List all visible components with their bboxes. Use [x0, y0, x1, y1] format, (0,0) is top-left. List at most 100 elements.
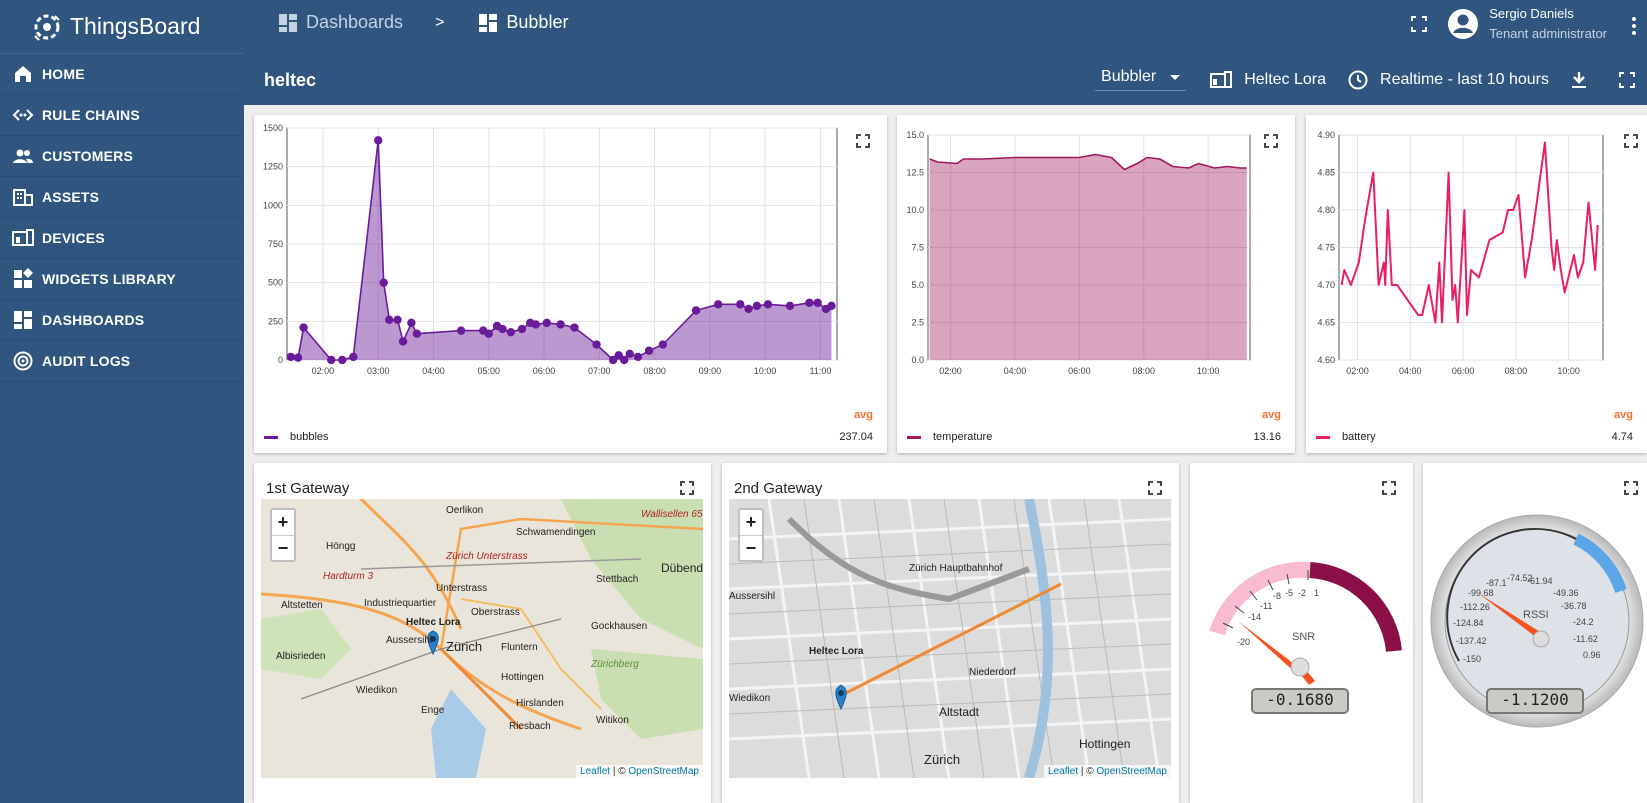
zoom-out-button[interactable]: − [740, 535, 762, 560]
data-point [633, 352, 643, 362]
logo[interactable]: ThingsBoard [0, 0, 244, 54]
data-point [785, 301, 795, 311]
data-point [293, 353, 303, 362]
x-tick-label: 08:00 [643, 366, 666, 376]
widget-fullscreen-icon[interactable] [1263, 133, 1279, 149]
legend-avg-header: avg [854, 409, 873, 421]
data-point [385, 315, 394, 324]
entity-alias-label: Heltec Lora [1244, 70, 1327, 88]
battery-legend: avg battery 4.74 [1316, 409, 1633, 443]
data-point [327, 355, 336, 365]
gateway2-map[interactable]: Zürich Hauptbahnhof Niederdorf Altstadt … [729, 499, 1171, 778]
data-point [484, 329, 493, 338]
legend-series[interactable]: bubbles [264, 431, 329, 443]
dashboard-icon [479, 13, 498, 32]
breadcrumb-dashboards[interactable]: Dashboards [278, 12, 403, 33]
state-select[interactable]: Bubbler [1095, 68, 1187, 91]
map-attribution: Leaflet | © OpenStreetMap [576, 765, 703, 778]
dashboard-fullscreen-icon[interactable] [1619, 71, 1635, 88]
y-tick-label: 4.90 [1317, 130, 1335, 140]
x-tick-label: 10:00 [1197, 366, 1220, 376]
widget-fullscreen-icon[interactable] [1623, 480, 1639, 496]
temperature-legend: avg temperature 13.16 [907, 409, 1281, 443]
gauge-tick: 1 [1314, 588, 1319, 598]
x-tick-label: 10:00 [754, 366, 777, 376]
osm-link[interactable]: OpenStreetMap [1096, 766, 1167, 777]
sidebar-item-label: RULE CHAINS [42, 107, 140, 123]
data-point [752, 301, 762, 311]
sidebar-item-dashboards[interactable]: DASHBOARDS [0, 300, 244, 341]
widget-fullscreen-icon[interactable] [1147, 480, 1163, 496]
x-tick-label: 02:00 [312, 366, 335, 376]
sidebar-item-assets[interactable]: ASSETS [0, 177, 244, 218]
data-point [625, 349, 634, 359]
sidebar-item-widgets-library[interactable]: WIDGETS LIBRARY [0, 259, 244, 300]
leaflet-link[interactable]: Leaflet [1048, 766, 1079, 777]
timewindow[interactable]: Realtime - last 10 hours [1348, 70, 1549, 90]
x-tick-label: 08:00 [1132, 366, 1155, 376]
sidebar-item-audit-logs[interactable]: AUDIT LOGS [0, 341, 244, 382]
download-icon[interactable] [1571, 71, 1587, 89]
data-point [813, 298, 822, 307]
sidebar-item-customers[interactable]: CUSTOMERS [0, 136, 244, 177]
y-tick-label: 1250 [263, 162, 283, 172]
zoom-in-button[interactable]: + [277, 512, 289, 532]
user-menu[interactable]: Sergio Daniels Tenant administrator [1447, 6, 1607, 41]
series-area [929, 154, 1247, 360]
osm-link[interactable]: OpenStreetMap [628, 766, 699, 777]
bubbles-chart-widget: 0 250 500 750 1000 1250 1500 02:00 03:00 04:00 05:… [254, 115, 887, 453]
x-tick-label: 08:00 [1505, 366, 1528, 376]
sidebar-item-home[interactable]: HOME [0, 54, 244, 95]
breadcrumb: Dashboards > Bubbler [278, 12, 568, 33]
more-vert-icon[interactable] [1631, 16, 1637, 36]
sidebar-item-devices[interactable]: DEVICES [0, 218, 244, 259]
entity-alias-select[interactable]: Heltec Lora [1210, 70, 1327, 89]
zoom-in-button[interactable]: + [745, 512, 757, 532]
gauge-tick: -74.52 [1507, 573, 1533, 583]
y-tick-label: 1000 [263, 200, 283, 210]
leaflet-link[interactable]: Leaflet [580, 766, 611, 777]
gauge-tick: -49.36 [1553, 588, 1579, 598]
sidebar-item-rule-chains[interactable]: RULE CHAINS [0, 95, 244, 136]
map-place-label: Schwamendingen [516, 527, 596, 538]
x-tick-label: 11:00 [809, 366, 831, 376]
data-point [349, 352, 358, 362]
y-tick-label: 0.0 [911, 355, 924, 365]
breadcrumb-dashboards-label: Dashboards [306, 12, 404, 32]
gateway1-map[interactable]: Oerlikon Schwamendingen Höngg Walliselle… [261, 499, 703, 778]
gauge-tick: -150 [1463, 654, 1481, 664]
map-place-label: Hottingen [1079, 737, 1131, 751]
map-tiles [729, 499, 1171, 778]
map-place-label: Enge [421, 705, 445, 716]
y-tick-label: 4.75 [1317, 243, 1335, 253]
map-place-label: Aussersihl [386, 635, 433, 646]
snr-value-display: -0.1680 [1251, 688, 1349, 714]
y-tick-label: 12.5 [906, 168, 924, 178]
map-attribution: Leaflet | © OpenStreetMap [1044, 765, 1171, 778]
legend-series[interactable]: temperature [907, 431, 992, 443]
widget-fullscreen-icon[interactable] [855, 133, 871, 149]
data-point [506, 327, 516, 337]
fullscreen-icon[interactable] [1411, 16, 1427, 32]
dashboard-toolbar: heltec Bubbler Heltec Lora Realtime - la… [244, 54, 1647, 105]
data-point [827, 301, 836, 311]
data-point [644, 346, 654, 355]
widget-fullscreen-icon[interactable] [679, 480, 695, 496]
widget-title: 2nd Gateway [734, 480, 823, 497]
data-point [658, 340, 668, 349]
map-zoom-control: + − [270, 508, 296, 562]
legend-series[interactable]: battery [1316, 431, 1376, 443]
sidebar-menu: HOME RULE CHAINS CUSTOMERS ASSETS DEVICES WID… [0, 54, 244, 382]
x-tick-label: 06:00 [1068, 366, 1091, 376]
gauge-tick: -2 [1298, 588, 1306, 598]
map-place-label: Riesbach [509, 721, 551, 732]
gauge-tick: -112.26 [1460, 602, 1490, 612]
user-name: Sergio Daniels [1489, 6, 1574, 21]
widget-fullscreen-icon[interactable] [1381, 480, 1397, 496]
data-point [570, 323, 579, 332]
widget-fullscreen-icon[interactable] [1623, 133, 1639, 149]
y-tick-label: 4.65 [1317, 318, 1335, 328]
temperature-chart: 0.0 2.5 5.0 7.5 10.0 12.5 15.0 02:00 04:00 06:00 0… [906, 130, 1251, 376]
data-point [542, 318, 551, 328]
zoom-out-button[interactable]: − [272, 535, 294, 560]
